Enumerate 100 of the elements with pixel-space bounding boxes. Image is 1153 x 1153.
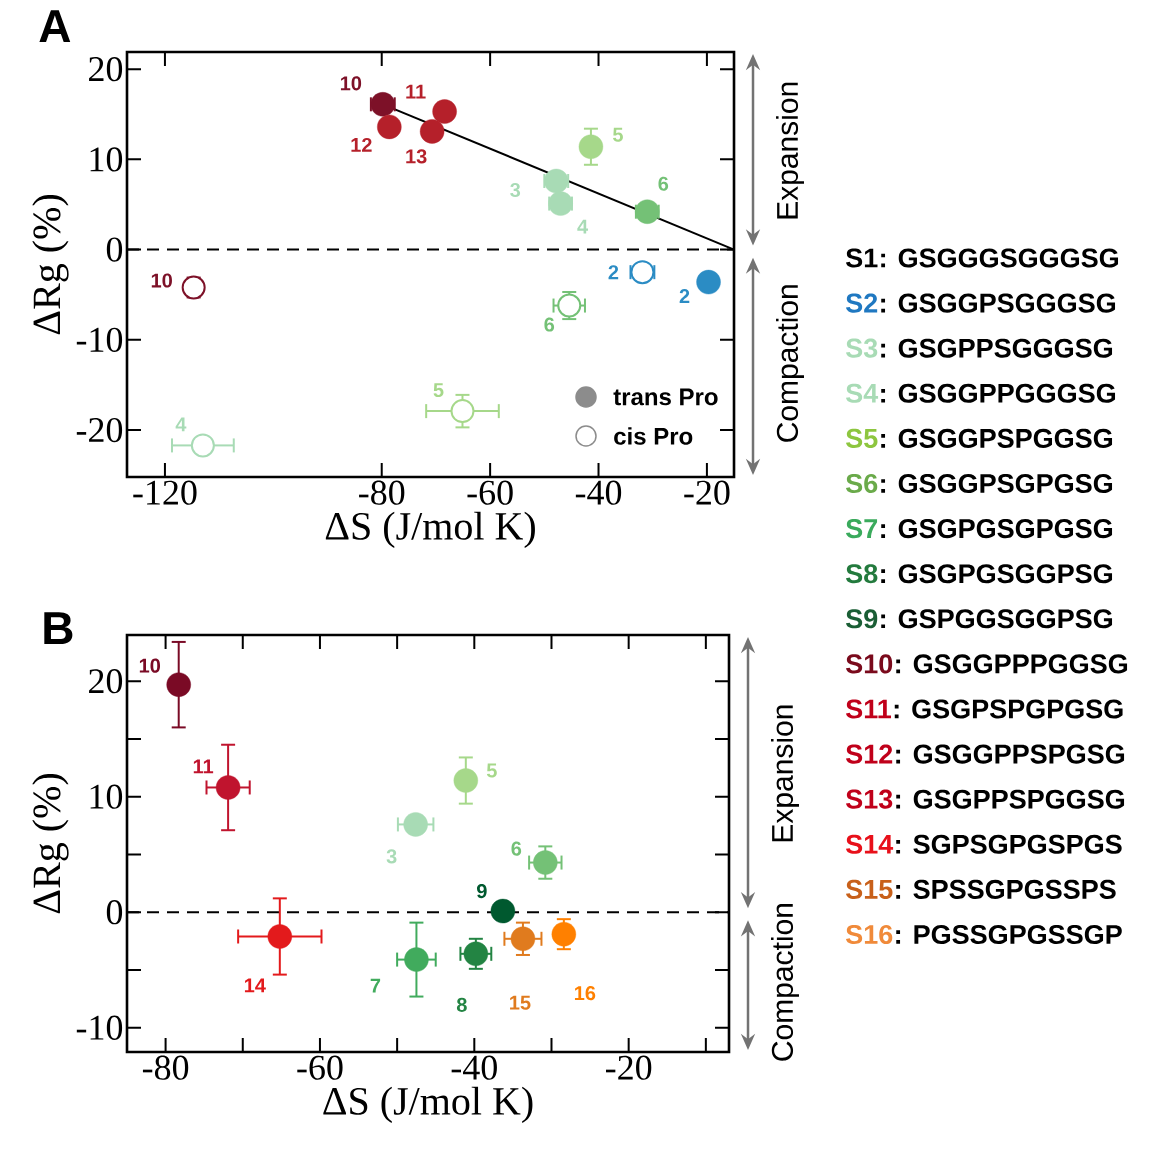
annotation: 3 xyxy=(386,849,397,864)
point xyxy=(578,134,604,159)
annotation: 4 xyxy=(175,417,187,432)
y-tick-label: 10 xyxy=(90,147,123,172)
text: : GSGGPSGPGSG xyxy=(881,473,1113,494)
point xyxy=(463,941,489,967)
annotation: 6 xyxy=(544,317,555,332)
point xyxy=(432,99,457,124)
category-label: S14 xyxy=(846,834,894,854)
point xyxy=(551,921,577,947)
chart-title: B xyxy=(44,612,73,644)
text: : SGPSGPGSPGS xyxy=(896,834,1122,854)
annotation: 5 xyxy=(433,383,444,398)
annotation: 15 xyxy=(510,995,531,1010)
annotation: 4 xyxy=(577,219,589,234)
point xyxy=(490,898,516,924)
text: : GSGPGSGPGSG xyxy=(881,519,1113,539)
category-label: S15 xyxy=(846,879,893,899)
x-axis-title: ΔS (J/mol K) xyxy=(325,511,535,548)
annotation: trans Pro xyxy=(613,388,718,406)
y-tick-label: 20 xyxy=(89,669,123,694)
x-tick-label: -20 xyxy=(606,1055,652,1080)
annotation: 11 xyxy=(193,759,214,774)
category-label: S9 xyxy=(846,609,878,629)
category-label: S11 xyxy=(846,699,892,719)
category-label: S6 xyxy=(846,473,878,494)
category-label: S5 xyxy=(846,428,878,448)
point xyxy=(166,672,191,697)
annotation: 7 xyxy=(370,978,381,993)
annotation: 13 xyxy=(406,149,427,164)
y-tick-label: -10 xyxy=(76,1015,123,1040)
category-label: S7 xyxy=(846,519,878,539)
y-tick-label: -20 xyxy=(76,417,123,443)
annotation: 2 xyxy=(679,289,690,304)
y-tick-label: -10 xyxy=(76,327,123,352)
category-label: S2 xyxy=(846,293,878,313)
category-label: S13 xyxy=(846,789,893,809)
category-label: S8 xyxy=(846,564,878,584)
x-axis-title: ΔS (J/mol K) xyxy=(323,1086,533,1123)
text: Expansion xyxy=(771,705,799,842)
annotation: cis Pro xyxy=(614,427,693,445)
point xyxy=(404,947,429,972)
annotation: 10 xyxy=(139,658,161,673)
annotation: 11 xyxy=(406,84,426,99)
category-label: S16 xyxy=(846,924,893,945)
annotation: 6 xyxy=(658,176,669,191)
text: : GSGPGSGGPSG xyxy=(881,564,1113,584)
y-axis-title: ΔRg (%) xyxy=(32,774,69,914)
point xyxy=(453,768,479,793)
point xyxy=(377,114,402,140)
annotation: 9 xyxy=(477,884,487,899)
point xyxy=(533,850,558,875)
x-tick-label: -80 xyxy=(359,480,405,505)
annotation: 14 xyxy=(244,978,266,993)
text: : GSGGPSGGGSG xyxy=(881,293,1116,313)
point xyxy=(403,812,428,837)
text: : GSPGGSGGPSG xyxy=(881,609,1113,629)
chart-title: A xyxy=(39,10,71,42)
y-tick-label: 0 xyxy=(106,237,123,262)
text: Compaction xyxy=(771,904,799,1061)
annotation: 10 xyxy=(340,76,362,91)
category-label: S12 xyxy=(846,744,893,764)
text: : GSGGPPGGGSG xyxy=(881,383,1116,403)
text: : GSGGPPSPGSG xyxy=(896,744,1125,764)
text: : GSGPPSPGGSG xyxy=(896,789,1125,809)
x-tick-label: -20 xyxy=(684,480,730,505)
x-tick-label: -40 xyxy=(451,1055,497,1080)
y-tick-label: 10 xyxy=(90,784,123,809)
point xyxy=(190,433,215,458)
category-label: S10 xyxy=(846,654,893,674)
point xyxy=(419,119,445,144)
annotation: 8 xyxy=(456,997,467,1012)
annotation: 5 xyxy=(612,127,623,142)
text: : GSGGPPPGGSG xyxy=(896,654,1128,674)
point xyxy=(696,269,721,295)
text: : GSGPPSGGGSG xyxy=(881,338,1113,358)
category-label: S1 xyxy=(846,248,878,268)
point xyxy=(544,168,569,194)
x-tick-label: -80 xyxy=(142,1055,189,1080)
text: : PGSSGPGSSGP xyxy=(896,924,1122,945)
x-tick-label: -60 xyxy=(467,480,513,505)
x-tick-label: -120 xyxy=(133,480,197,505)
annotation: 6 xyxy=(511,841,522,856)
category-label: S3 xyxy=(846,338,878,358)
y-tick-label: 20 xyxy=(89,57,123,82)
point xyxy=(510,926,536,951)
text: Compaction xyxy=(776,285,804,442)
point xyxy=(635,199,660,224)
annotation: 12 xyxy=(351,137,372,152)
annotation: 2 xyxy=(608,265,619,280)
text: Expansion xyxy=(776,82,804,219)
annotation: 10 xyxy=(151,273,172,288)
annotation: 3 xyxy=(510,182,521,198)
text: : GSGPSPGPGSG xyxy=(894,699,1123,719)
annotation: 5 xyxy=(486,763,497,778)
x-tick-label: -60 xyxy=(297,1055,343,1080)
annotation: 16 xyxy=(574,986,596,1001)
y-tick-label: 0 xyxy=(106,900,123,925)
x-tick-label: -40 xyxy=(575,480,622,505)
point xyxy=(370,92,396,117)
